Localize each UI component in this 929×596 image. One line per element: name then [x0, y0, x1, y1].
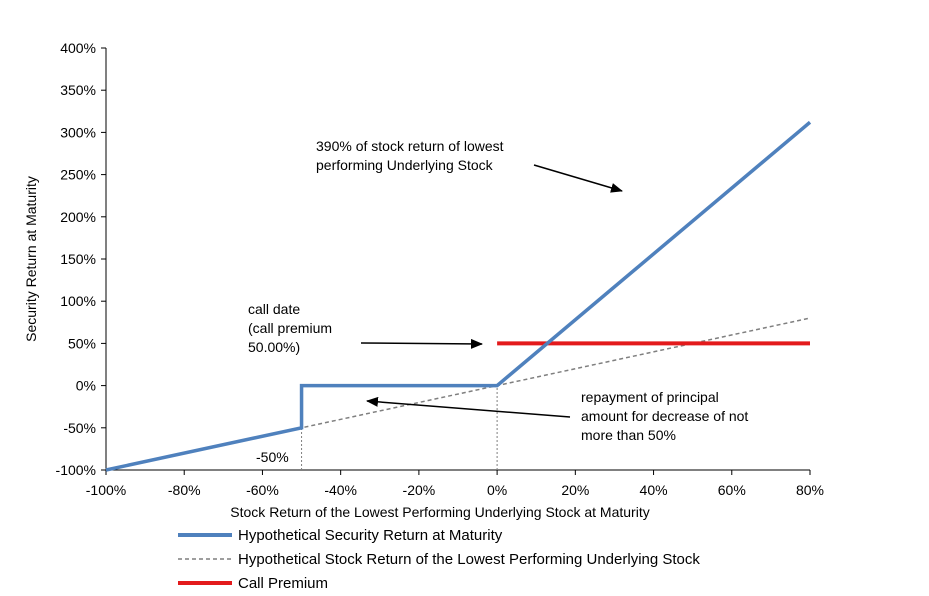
series-security-return-line [105, 120, 812, 472]
annotation-leverage-arrow [533, 164, 623, 193]
annotation-repayment-arrow [366, 396, 571, 418]
y-tick-label: 50% [68, 335, 96, 351]
y-tick-label: 250% [60, 167, 96, 183]
y-tick-label: 0% [76, 378, 96, 394]
series-layer [105, 120, 812, 472]
annotation-leverage-line-1: 390% of stock return of lowest [316, 138, 504, 154]
annotation-repayment-line-3: more than 50% [581, 427, 676, 443]
y-tick-label: 300% [60, 124, 96, 140]
x-tick-label: -60% [246, 482, 279, 498]
annotation-repayment-line-2: amount for decrease of not [581, 408, 748, 424]
y-tick-label: 150% [60, 251, 96, 267]
annotation-leverage-line-2: performing Underlying Stock [316, 157, 494, 173]
x-axis-ticks: -100% -80% -60% -40% -20% 0% 20% 40% 60% 80% [86, 470, 824, 498]
annotation-repayment-line-1: repayment of principal [581, 389, 719, 405]
y-tick-label: 400% [60, 40, 96, 56]
annotation-call-date-arrow [360, 338, 483, 349]
y-axis-title: Security Return at Maturity [23, 176, 39, 342]
y-tick-label: 200% [60, 209, 96, 225]
x-tick-label: -100% [86, 482, 126, 498]
x-tick-label: 20% [561, 482, 589, 498]
annotation-call-date-line-3: 50.00%) [248, 339, 300, 355]
x-tick-label: -40% [324, 482, 357, 498]
x-tick-label: 0% [487, 482, 507, 498]
x-axis-title: Stock Return of the Lowest Performing Un… [230, 504, 649, 520]
legend-label-stock-return: Hypothetical Stock Return of the Lowest … [238, 551, 700, 568]
y-tick-label: 350% [60, 82, 96, 98]
legend-label-call-premium: Call Premium [238, 575, 328, 592]
annotation-call-date-line-1: call date [248, 301, 300, 317]
reference-lines [301, 385, 498, 470]
y-axis-ticks: 400% 350% 300% 250% 200% 150% 100% 50% 0% -50% -10… [56, 40, 106, 478]
annotation-barrier-label: -50% [256, 449, 289, 465]
legend: Hypothetical Security Return at Maturity… [178, 527, 700, 592]
x-tick-label: -20% [403, 482, 436, 498]
x-tick-label: 40% [640, 482, 668, 498]
y-tick-label: -50% [63, 420, 96, 436]
legend-label-security-return: Hypothetical Security Return at Maturity [238, 527, 503, 544]
y-tick-label: 100% [60, 293, 96, 309]
x-tick-label: -80% [168, 482, 201, 498]
x-tick-label: 60% [718, 482, 746, 498]
y-tick-label: -100% [56, 462, 96, 478]
annotation-call-date-line-2: (call premium [248, 320, 332, 336]
x-tick-label: 80% [796, 482, 824, 498]
